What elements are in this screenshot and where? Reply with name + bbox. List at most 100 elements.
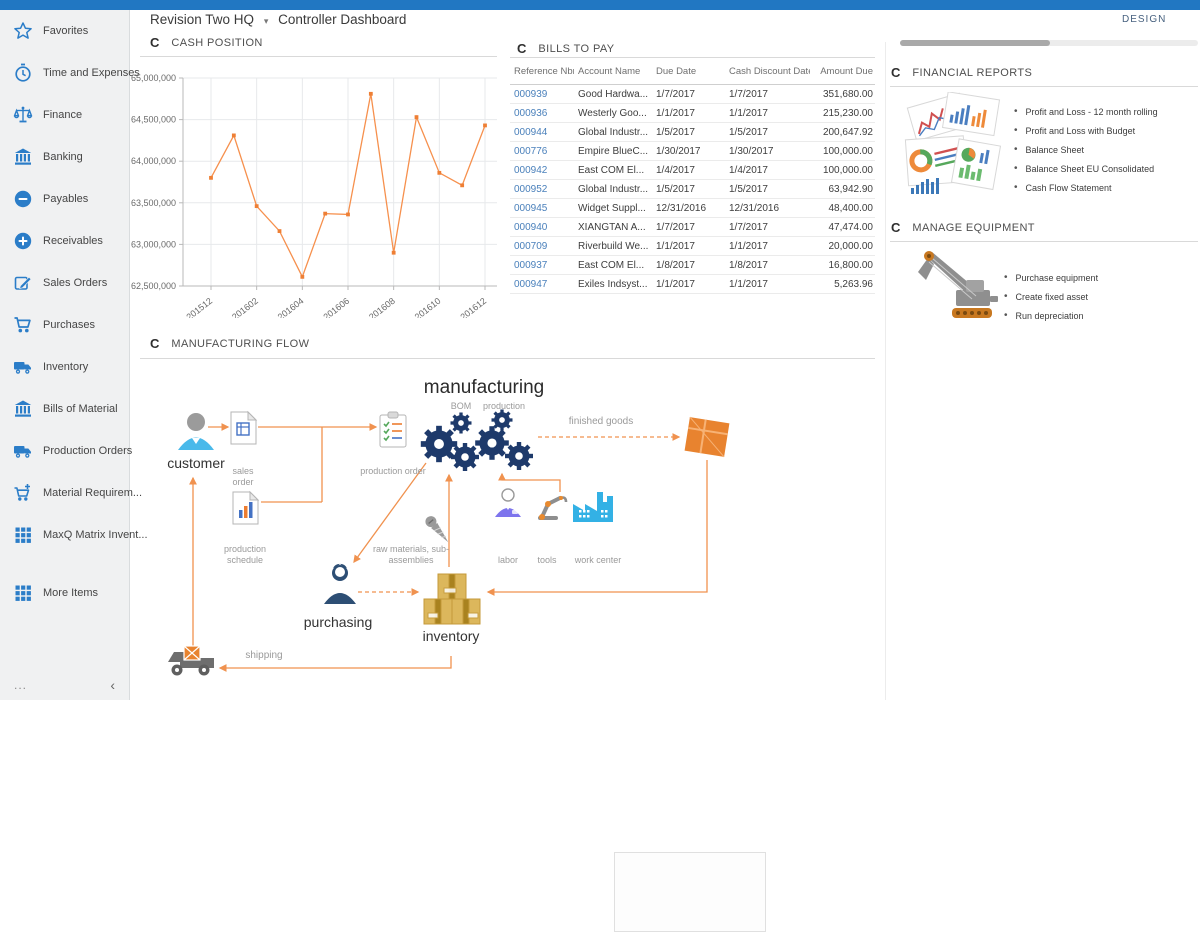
amount-due: 351,680.00 xyxy=(822,89,873,101)
reference-link[interactable]: 000945 xyxy=(514,203,548,215)
financial-reports-caption: C FINANCIAL REPORTS xyxy=(891,65,1032,80)
amount-due: 100,000.00 xyxy=(822,165,873,177)
sidebar-item-favorites[interactable]: Favorites xyxy=(0,10,129,52)
discount-date: 1/5/2017 xyxy=(729,127,768,139)
equipment-link[interactable]: Purchase equipment xyxy=(1004,268,1099,287)
scales-icon xyxy=(13,105,33,125)
equipment-links: Purchase equipmentCreate fixed assetRun … xyxy=(1004,268,1099,325)
sidebar-item-label: Purchases xyxy=(43,319,95,331)
reference-link[interactable]: 000709 xyxy=(514,241,548,253)
sidebar-item-more-items[interactable]: More Items xyxy=(0,572,129,614)
flow-label-work-center: work center xyxy=(574,555,622,565)
due-date: 1/1/2017 xyxy=(656,241,695,253)
sidebar-item-maxq-matrix-invent[interactable]: MaxQ Matrix Invent... xyxy=(0,514,148,556)
design-button[interactable]: DESIGN xyxy=(1122,14,1167,25)
sidebar-item-material-requirem[interactable]: Material Requirem... xyxy=(0,472,142,514)
report-link[interactable]: Profit and Loss with Budget xyxy=(1014,121,1158,140)
sidebar-item-banking[interactable]: Banking xyxy=(0,136,129,178)
account-name: Riverbuild We... xyxy=(578,241,649,253)
refresh-icon[interactable]: C xyxy=(150,336,160,351)
svg-text:201604: 201604 xyxy=(276,296,306,318)
sidebar-item-receivables[interactable]: Receivables xyxy=(0,220,129,262)
col-account[interactable]: Account Name xyxy=(578,66,641,77)
reference-link[interactable]: 000940 xyxy=(514,222,548,234)
chevron-down-icon[interactable]: ▾ xyxy=(263,16,269,26)
amount-due: 63,942.90 xyxy=(828,184,874,196)
col-reference[interactable]: Reference Nbr. xyxy=(514,66,574,77)
truck-icon xyxy=(13,441,33,461)
refresh-icon[interactable]: C xyxy=(891,220,901,235)
sidebar-item-time-and-expenses[interactable]: Time and Expenses xyxy=(0,52,140,94)
connector-schedule-junction xyxy=(261,427,323,503)
reference-link[interactable]: 000937 xyxy=(514,260,548,272)
minus-circle-icon xyxy=(13,189,33,209)
sidebar-item-finance[interactable]: Finance xyxy=(0,94,129,136)
col-amount[interactable]: Amount Due xyxy=(820,66,873,77)
sidebar-item-sales-orders[interactable]: Sales Orders xyxy=(0,262,129,304)
refresh-icon[interactable]: C xyxy=(891,65,901,80)
breadcrumb: Revision Two HQ ▾ Controller Dashboard xyxy=(150,12,406,27)
discount-date: 1/5/2017 xyxy=(729,184,768,196)
cart-plus-icon xyxy=(13,483,33,503)
sidebar-item-bills-of-material[interactable]: Bills of Material xyxy=(0,388,129,430)
collapse-sidebar-icon[interactable]: ‹ xyxy=(110,677,115,693)
bills-to-pay-table: Reference Nbr. Account Name Due Date Cas… xyxy=(510,62,875,295)
tools-icon xyxy=(538,496,568,520)
panel-divider xyxy=(885,42,886,700)
report-link[interactable]: Cash Flow Statement xyxy=(1014,178,1158,197)
svg-text:201612: 201612 xyxy=(458,296,488,318)
table-row: 000937 East COM El... 1/8/2017 1/8/2017 … xyxy=(510,256,875,276)
table-row: 000940 XIANGTAN A... 1/7/2017 1/7/2017 4… xyxy=(510,218,875,238)
production-schedule-icon xyxy=(232,490,260,525)
account-name: Widget Suppl... xyxy=(578,203,646,215)
sidebar-item-production-orders[interactable]: Production Orders xyxy=(0,430,132,472)
flow-label-manufacturing: manufacturing xyxy=(423,377,545,398)
horizontal-scrollbar xyxy=(900,40,1198,46)
discount-date: 1/7/2017 xyxy=(729,89,768,101)
report-link[interactable]: Balance Sheet xyxy=(1014,140,1158,159)
labor-icon xyxy=(495,488,521,517)
table-row: 000945 Widget Suppl... 12/31/2016 12/31/… xyxy=(510,199,875,219)
reference-link[interactable]: 000939 xyxy=(514,89,548,101)
table-row: 000709 Riverbuild We... 1/1/2017 1/1/201… xyxy=(510,237,875,257)
refresh-icon[interactable]: C xyxy=(150,35,160,50)
sidebar-item-payables[interactable]: Payables xyxy=(0,178,129,220)
sidebar-item-label: Finance xyxy=(43,109,83,121)
refresh-icon[interactable]: C xyxy=(517,41,527,56)
amount-due: 47,474.00 xyxy=(828,222,874,234)
sidebar-item-label: Favorites xyxy=(43,25,89,37)
production-order-icon xyxy=(379,411,407,448)
customer-icon xyxy=(178,413,214,450)
flow-label-tools: tools xyxy=(537,555,557,565)
reference-link[interactable]: 000942 xyxy=(514,165,548,177)
company-selector[interactable]: Revision Two HQ xyxy=(150,12,255,27)
due-date: 1/1/2017 xyxy=(656,279,695,291)
page-title: Controller Dashboard xyxy=(278,12,407,27)
flow-label-finished-goods: finished goods xyxy=(568,416,634,427)
reference-link[interactable]: 000952 xyxy=(514,184,548,196)
reference-link[interactable]: 000944 xyxy=(514,127,548,139)
account-name: East COM El... xyxy=(578,165,645,177)
report-link[interactable]: Profit and Loss - 12 month rolling xyxy=(1014,102,1158,121)
amount-due: 5,263.96 xyxy=(834,279,873,291)
scrollbar-thumb[interactable] xyxy=(900,40,1050,46)
sidebar-item-inventory[interactable]: Inventory xyxy=(0,346,129,388)
account-name: Good Hardwa... xyxy=(578,89,649,101)
table-row: 000936 Westerly Goo... 1/1/2017 1/1/2017… xyxy=(510,104,875,124)
equipment-link[interactable]: Create fixed asset xyxy=(1004,287,1098,306)
due-date: 1/7/2017 xyxy=(656,89,695,101)
arrow-resources-production xyxy=(498,472,561,492)
equipment-link[interactable]: Run depreciation xyxy=(1004,306,1098,325)
reference-link[interactable]: 000776 xyxy=(514,146,548,158)
widget-title: MANAGE EQUIPMENT xyxy=(912,221,1035,234)
sidebar-item-label: Inventory xyxy=(43,361,89,373)
more-options-icon[interactable]: ... xyxy=(14,678,28,692)
account-name: East COM El... xyxy=(578,260,645,272)
sidebar-item-purchases[interactable]: Purchases xyxy=(0,304,129,346)
reference-link[interactable]: 000936 xyxy=(514,108,548,120)
col-discount-date[interactable]: Cash Discount Date xyxy=(729,66,810,77)
production-gears-icon xyxy=(475,409,533,470)
reference-link[interactable]: 000947 xyxy=(514,279,548,291)
report-link[interactable]: Balance Sheet EU Consolidated xyxy=(1014,159,1158,178)
col-due-date[interactable]: Due Date xyxy=(656,66,697,77)
